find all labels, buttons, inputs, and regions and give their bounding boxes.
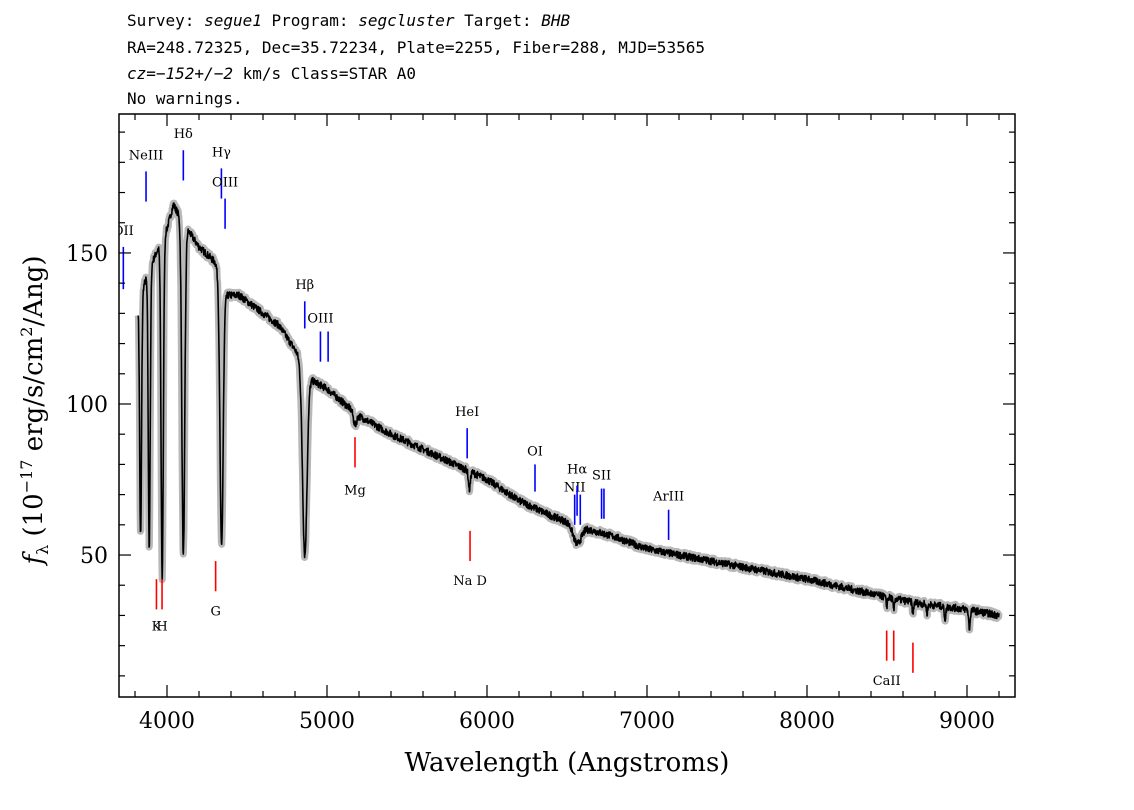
flux-spectrum-line (137, 202, 1000, 631)
header-line-4: No warnings. (127, 89, 243, 108)
x-tick-label-7000: 7000 (619, 709, 675, 734)
emission-label-hei-8: HeI (455, 405, 479, 420)
emission-label-nii-10: NII (564, 481, 586, 496)
x-tick-label-6000: 6000 (459, 709, 515, 734)
absorption-label-h-1: H (156, 620, 167, 635)
emission-label-oi-9: OI (527, 444, 543, 459)
emission-label-h-3: Hγ (212, 145, 231, 160)
emission-label-sii-13: SII (592, 469, 611, 484)
header-line-2: RA=248.72325, Dec=35.72234, Plate=2255, … (127, 38, 705, 57)
line-markers: OII NeIII Hδ Hγ OIII Hβ OIII HeI OI NII Hα SII ArIII… (113, 127, 914, 689)
header-block: Survey: segue1 Program: segcluster Targe… (127, 11, 705, 108)
x-axis-label: Wavelength (Angstroms) (405, 748, 730, 778)
target-value: BHB (541, 11, 570, 30)
error-band (134, 199, 1003, 634)
y-tick-label-150: 150 (66, 242, 108, 267)
x-tick-label-9000: 9000 (939, 709, 995, 734)
absorption-label-g-2: G (210, 604, 220, 619)
absorption-label-k-0: K (152, 620, 162, 635)
absorption-label-nad-4: Na D (453, 574, 487, 589)
header-line-3: cz=−152+/−2 km/s Class=STAR A0 (127, 64, 416, 83)
axis-tick-labels: 4000 5000 6000 7000 8000 9000 50 100 150 (66, 242, 995, 734)
program-value: segcluster (358, 11, 455, 30)
emission-label-h-5: Hβ (295, 278, 314, 293)
emission-label-neiii-1: NeIII (129, 148, 163, 163)
x-tick-label-8000: 8000 (779, 709, 835, 734)
x-tick-label-5000: 5000 (299, 709, 355, 734)
emission-label-h-2: Hδ (174, 127, 193, 142)
survey-value: segue1 (204, 11, 262, 30)
y-tick-label-100: 100 (66, 393, 108, 418)
emission-label-oiii-6: OIII (307, 311, 333, 326)
x-tick-label-4000: 4000 (139, 709, 195, 734)
header-line-1: Survey: segue1 Program: segcluster Targe… (127, 11, 570, 30)
emission-label-ariii-15: ArIII (652, 490, 684, 505)
y-tick-label-50: 50 (80, 544, 108, 569)
emission-label-oii-0: OII (113, 224, 134, 239)
redshift-value: cz=−152+/−2 (127, 64, 233, 83)
absorption-label-caii-5: CaII (873, 674, 901, 689)
absorption-label-mg-3: Mg (344, 484, 366, 499)
emission-label-oiii-4: OIII (212, 175, 238, 190)
emission-label-h-11: Hα (567, 462, 587, 477)
plot-frame (118, 113, 1016, 698)
plot-region: OII NeIII Hδ Hγ OIII Hβ OIII HeI OI NII Hα SII ArIII… (113, 127, 1003, 689)
axis-ticks (119, 114, 1015, 697)
y-axis-label: fλ (10−17 erg/s/cm2/Ang) (17, 255, 52, 566)
